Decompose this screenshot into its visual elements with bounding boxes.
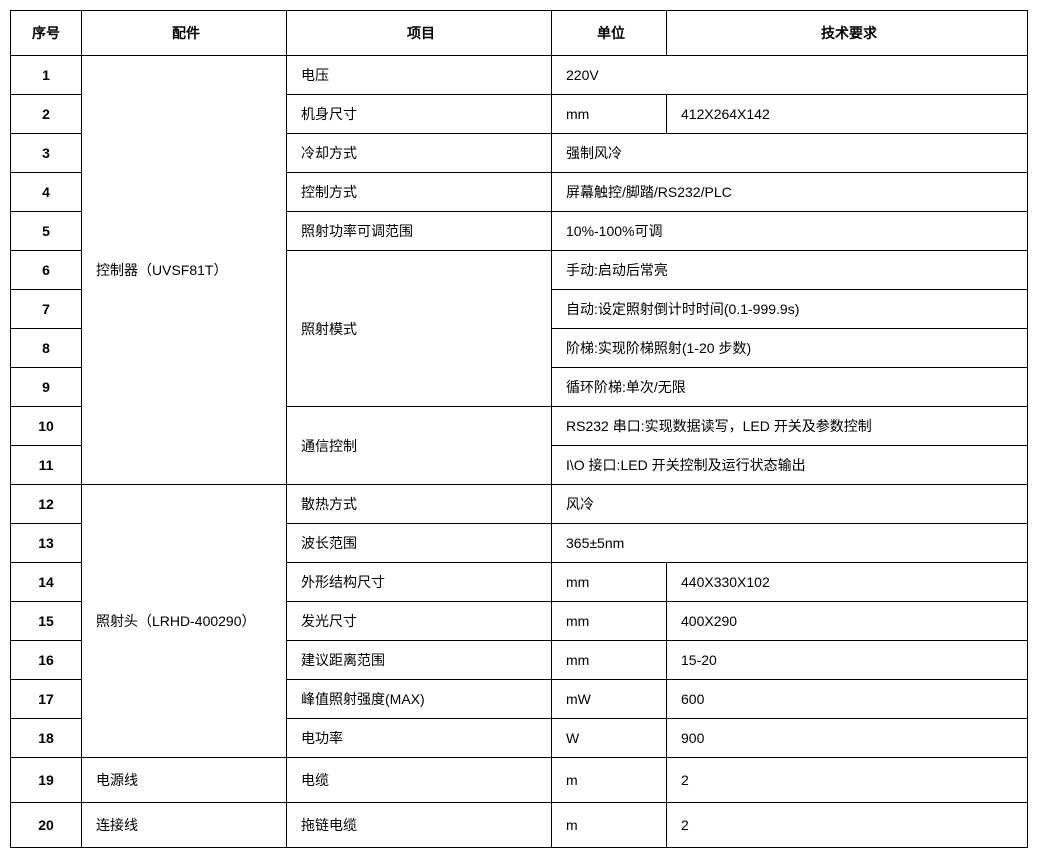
cell-seq: 2 xyxy=(11,95,82,134)
cell-item: 发光尺寸 xyxy=(287,602,552,641)
cell-item: 拖链电缆 xyxy=(287,803,552,848)
header-req: 技术要求 xyxy=(667,11,1028,56)
cell-item: 照射功率可调范围 xyxy=(287,212,552,251)
header-unit: 单位 xyxy=(552,11,667,56)
cell-req: 400X290 xyxy=(667,602,1028,641)
cell-seq: 8 xyxy=(11,329,82,368)
cell-seq: 7 xyxy=(11,290,82,329)
cell-item: 控制方式 xyxy=(287,173,552,212)
cell-req: 阶梯:实现阶梯照射(1-20 步数) xyxy=(552,329,1028,368)
cell-item: 机身尺寸 xyxy=(287,95,552,134)
cell-item: 外形结构尺寸 xyxy=(287,563,552,602)
cell-seq: 16 xyxy=(11,641,82,680)
cell-seq: 12 xyxy=(11,485,82,524)
cell-unit: mm xyxy=(552,602,667,641)
cell-req: 手动:启动后常亮 xyxy=(552,251,1028,290)
table-row: 19 电源线 电缆 m 2 xyxy=(11,758,1028,803)
cell-part-controller: 控制器（UVSF81T） xyxy=(82,56,287,485)
table-row: 12 照射头（LRHD-400290） 散热方式 风冷 xyxy=(11,485,1028,524)
table-row: 1 控制器（UVSF81T） 电压 220V xyxy=(11,56,1028,95)
cell-seq: 19 xyxy=(11,758,82,803)
cell-seq: 20 xyxy=(11,803,82,848)
table-row: 20 连接线 拖链电缆 m 2 xyxy=(11,803,1028,848)
header-seq: 序号 xyxy=(11,11,82,56)
cell-req: I\O 接口:LED 开关控制及运行状态输出 xyxy=(552,446,1028,485)
cell-unit: mm xyxy=(552,563,667,602)
cell-part-cable: 连接线 xyxy=(82,803,287,848)
cell-req: 10%-100%可调 xyxy=(552,212,1028,251)
cell-item: 电压 xyxy=(287,56,552,95)
cell-req: 600 xyxy=(667,680,1028,719)
cell-req: 循环阶梯:单次/无限 xyxy=(552,368,1028,407)
cell-item: 通信控制 xyxy=(287,407,552,485)
cell-req: 365±5nm xyxy=(552,524,1028,563)
cell-item: 冷却方式 xyxy=(287,134,552,173)
cell-seq: 14 xyxy=(11,563,82,602)
cell-req: 强制风冷 xyxy=(552,134,1028,173)
cell-item: 电缆 xyxy=(287,758,552,803)
header-row: 序号 配件 项目 单位 技术要求 xyxy=(11,11,1028,56)
cell-item: 建议距离范围 xyxy=(287,641,552,680)
cell-seq: 9 xyxy=(11,368,82,407)
cell-item: 波长范围 xyxy=(287,524,552,563)
cell-seq: 11 xyxy=(11,446,82,485)
spec-table: 序号 配件 项目 单位 技术要求 1 控制器（UVSF81T） 电压 220V … xyxy=(10,10,1028,848)
cell-seq: 15 xyxy=(11,602,82,641)
cell-unit: mm xyxy=(552,641,667,680)
cell-seq: 3 xyxy=(11,134,82,173)
cell-seq: 4 xyxy=(11,173,82,212)
cell-unit: mm xyxy=(552,95,667,134)
cell-req: 412X264X142 xyxy=(667,95,1028,134)
cell-req: 2 xyxy=(667,803,1028,848)
header-part: 配件 xyxy=(82,11,287,56)
cell-item: 电功率 xyxy=(287,719,552,758)
cell-seq: 18 xyxy=(11,719,82,758)
cell-item: 照射模式 xyxy=(287,251,552,407)
cell-req: 440X330X102 xyxy=(667,563,1028,602)
cell-req: 2 xyxy=(667,758,1028,803)
cell-seq: 1 xyxy=(11,56,82,95)
cell-part-head: 照射头（LRHD-400290） xyxy=(82,485,287,758)
cell-part-power: 电源线 xyxy=(82,758,287,803)
cell-req: 15-20 xyxy=(667,641,1028,680)
cell-req: 自动:设定照射倒计时时间(0.1-999.9s) xyxy=(552,290,1028,329)
cell-item: 散热方式 xyxy=(287,485,552,524)
cell-seq: 10 xyxy=(11,407,82,446)
cell-seq: 13 xyxy=(11,524,82,563)
cell-unit: mW xyxy=(552,680,667,719)
cell-seq: 5 xyxy=(11,212,82,251)
cell-seq: 6 xyxy=(11,251,82,290)
cell-req: 900 xyxy=(667,719,1028,758)
cell-seq: 17 xyxy=(11,680,82,719)
cell-unit: m xyxy=(552,758,667,803)
cell-unit: W xyxy=(552,719,667,758)
cell-item: 峰值照射强度(MAX) xyxy=(287,680,552,719)
cell-req: 风冷 xyxy=(552,485,1028,524)
cell-unit: m xyxy=(552,803,667,848)
cell-req: 屏幕触控/脚踏/RS232/PLC xyxy=(552,173,1028,212)
header-item: 项目 xyxy=(287,11,552,56)
cell-req: 220V xyxy=(552,56,1028,95)
cell-req: RS232 串口:实现数据读写，LED 开关及参数控制 xyxy=(552,407,1028,446)
